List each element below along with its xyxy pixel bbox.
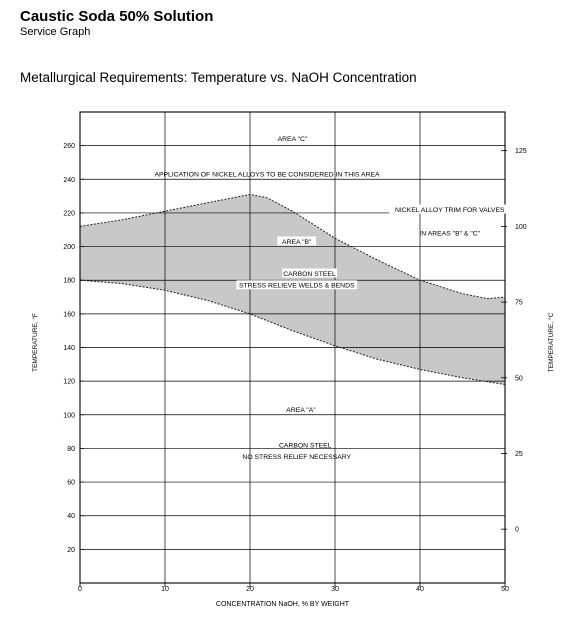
x-tick-label: 10 xyxy=(161,586,169,593)
x-tick-label: 0 xyxy=(78,586,82,593)
x-tick-label: 50 xyxy=(501,586,509,593)
y-tick-label: 20 xyxy=(67,547,75,554)
chart-title: Metallurgical Requirements: Temperature … xyxy=(20,70,417,85)
annotation-label: STRESS RELIEVE WELDS & BENDS xyxy=(239,283,355,290)
y-tick-label: 160 xyxy=(63,311,75,318)
x-tick-label: 30 xyxy=(331,586,339,593)
annotation-label: NICKEL ALLOY TRIM FOR VALVES xyxy=(395,207,505,214)
lower-boundary-curve xyxy=(79,279,506,385)
y2-tick-label: 0 xyxy=(515,527,519,534)
annotation-label: APPLICATION OF NICKEL ALLOYS TO BE CONSI… xyxy=(154,172,380,179)
annotation-background xyxy=(277,236,317,246)
document-subtitle: Service Graph xyxy=(20,26,91,38)
annotation-label: AREA "A" xyxy=(286,407,316,414)
y2-tick-label: 75 xyxy=(515,300,523,307)
annotation-background xyxy=(389,204,511,214)
y2-tick-label: 100 xyxy=(515,224,527,231)
y2-tick-label: 125 xyxy=(515,148,527,155)
annotation-label: NO STRESS RELIEF NECESSARY xyxy=(242,454,351,461)
y2-tick-label: 25 xyxy=(515,451,523,458)
y2-axis-label: TEMPERATURE, °C xyxy=(547,312,555,372)
y-tick-label: 100 xyxy=(63,412,75,419)
y-tick-label: 60 xyxy=(67,480,75,487)
y-tick-label: 260 xyxy=(63,143,75,150)
document-title: Caustic Soda 50% Solution xyxy=(20,8,214,25)
annotation-label: AREA "B" xyxy=(282,239,312,246)
y-tick-label: 220 xyxy=(63,210,75,217)
y2-tick-label: 50 xyxy=(515,375,523,382)
y-tick-label: 240 xyxy=(63,177,75,184)
x-axis-label: CONCENTRATION NaOH, % BY WEIGHT xyxy=(216,601,350,608)
y-tick-label: 200 xyxy=(63,244,75,251)
annotation-label: AREA "C" xyxy=(278,136,308,143)
y-tick-label: 180 xyxy=(63,278,75,285)
annotation-label: CARBON STEEL xyxy=(279,442,332,449)
area-b-band xyxy=(80,194,505,385)
x-tick-label: 20 xyxy=(246,586,254,593)
y-tick-label: 120 xyxy=(63,379,75,386)
x-tick-label: 40 xyxy=(416,586,424,593)
y-tick-label: 40 xyxy=(67,513,75,520)
annotation-label: IN AREAS "B" & "C" xyxy=(419,230,480,237)
y-tick-label: 80 xyxy=(67,446,75,453)
annotation-label: CARBON STEEL xyxy=(283,271,336,278)
annotation-background xyxy=(281,268,338,278)
y-axis-label: TEMPERATURE, °F xyxy=(31,313,39,372)
annotation-background xyxy=(236,280,358,290)
y-tick-label: 140 xyxy=(63,345,75,352)
